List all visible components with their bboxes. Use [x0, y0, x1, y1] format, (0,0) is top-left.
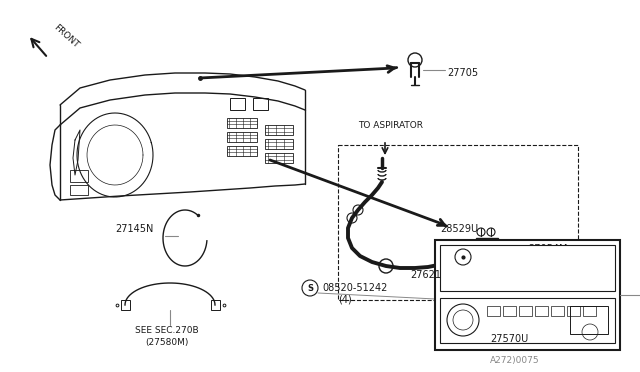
- Bar: [265, 139, 293, 149]
- Text: 27145N: 27145N: [115, 224, 154, 234]
- Bar: [227, 118, 257, 128]
- Bar: [265, 153, 293, 163]
- Bar: [476, 238, 498, 254]
- Bar: [70, 185, 88, 195]
- Bar: [70, 170, 88, 182]
- Bar: [519, 306, 532, 316]
- Text: 27705: 27705: [447, 68, 478, 78]
- Bar: [567, 306, 580, 316]
- Bar: [535, 306, 548, 316]
- Bar: [338, 145, 578, 300]
- Text: 27621E: 27621E: [410, 270, 447, 280]
- Bar: [440, 298, 615, 343]
- Text: FRONT: FRONT: [52, 23, 81, 50]
- Bar: [265, 125, 293, 135]
- Bar: [227, 132, 257, 142]
- Bar: [570, 306, 608, 334]
- Bar: [583, 306, 596, 316]
- Bar: [503, 306, 516, 316]
- Bar: [227, 146, 257, 156]
- Text: S: S: [307, 284, 313, 293]
- Bar: [435, 240, 620, 350]
- Bar: [211, 300, 220, 310]
- Text: 28529U: 28529U: [440, 224, 478, 234]
- Bar: [440, 245, 615, 291]
- Text: TO ASPIRATOR: TO ASPIRATOR: [358, 121, 423, 130]
- Text: (4): (4): [338, 294, 352, 304]
- Bar: [551, 306, 564, 316]
- Text: 27570U: 27570U: [490, 334, 528, 344]
- Bar: [253, 98, 268, 110]
- Bar: [121, 300, 130, 310]
- Text: 08520-51242: 08520-51242: [322, 283, 387, 293]
- Text: 27054M: 27054M: [528, 244, 568, 254]
- Text: A272)0075: A272)0075: [490, 356, 540, 365]
- Bar: [230, 98, 245, 110]
- Text: (27580M): (27580M): [145, 338, 188, 347]
- Text: SEE SEC.270B: SEE SEC.270B: [135, 326, 198, 335]
- Bar: [487, 306, 500, 316]
